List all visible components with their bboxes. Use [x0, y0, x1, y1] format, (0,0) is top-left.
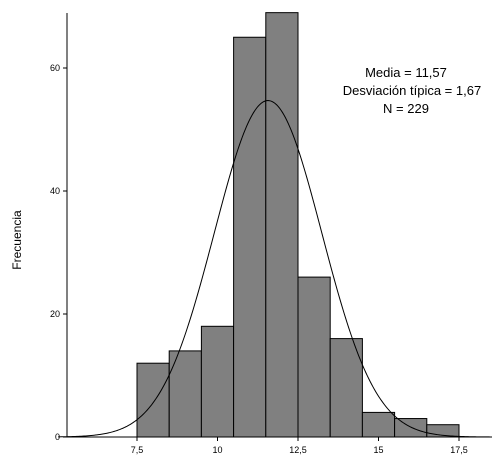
normal-curve: [58, 100, 490, 438]
x-ticks: 7,5 10 12,5 15 17,5: [131, 437, 468, 455]
stats-mean: Media = 11,57: [365, 65, 447, 80]
x-tick-label: 7,5: [131, 445, 144, 455]
histogram-bar-7: [361, 411, 396, 438]
bars-group: [136, 12, 460, 438]
y-tick-label: 20: [50, 309, 60, 319]
y-tick-label: 60: [50, 63, 60, 73]
histogram-bar-4: [265, 12, 299, 438]
stats-box: Media = 11,57 Desviación típica = 1,67 N…: [343, 65, 481, 116]
stats-sd: Desviación típica = 1,67: [343, 83, 481, 98]
y-ticks: 0 20 40 60: [50, 63, 67, 442]
y-axis-label: Frecuencia: [10, 210, 24, 270]
histogram-bar-1: [168, 350, 202, 438]
x-tick-label: 15: [373, 445, 383, 455]
histogram-bar-8: [394, 418, 428, 438]
histogram-bar-2: [200, 325, 235, 438]
y-tick-label: 0: [55, 432, 60, 442]
histogram-bar-5: [297, 276, 331, 438]
histogram-bar-0: [136, 362, 170, 438]
histogram-bar-3: [233, 36, 267, 438]
x-tick-label: 12,5: [289, 445, 307, 455]
y-tick-label: 40: [50, 186, 60, 196]
x-tick-label: 10: [212, 445, 222, 455]
stats-n: N = 229: [383, 101, 429, 116]
x-tick-label: 17,5: [450, 445, 468, 455]
